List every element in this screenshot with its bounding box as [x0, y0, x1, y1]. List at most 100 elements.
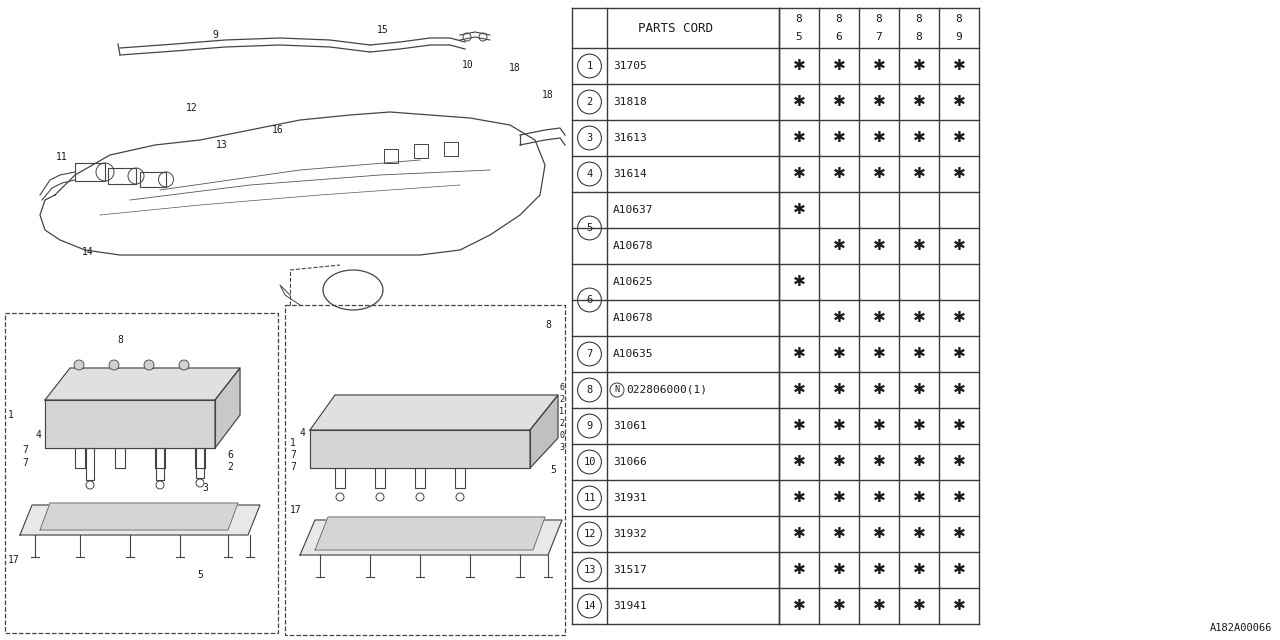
- Text: ✱: ✱: [792, 383, 805, 397]
- Text: ✱: ✱: [792, 454, 805, 470]
- Text: ✱: ✱: [832, 527, 845, 541]
- Text: ✱: ✱: [952, 563, 965, 577]
- Text: ✱: ✱: [952, 490, 965, 506]
- Text: A10678: A10678: [613, 241, 654, 251]
- Text: 31061: 31061: [613, 421, 646, 431]
- Text: ✱: ✱: [873, 166, 886, 182]
- Text: 8: 8: [956, 14, 963, 24]
- Text: 31614: 31614: [613, 169, 646, 179]
- Text: ✱: ✱: [952, 95, 965, 109]
- Text: 31932: 31932: [613, 529, 646, 539]
- Text: ✱: ✱: [913, 310, 925, 326]
- Text: 17: 17: [8, 555, 19, 565]
- Text: ✱: ✱: [913, 95, 925, 109]
- Bar: [108, 168, 136, 184]
- Bar: [444, 142, 458, 156]
- Text: 6: 6: [559, 383, 564, 392]
- Text: 8: 8: [915, 32, 923, 42]
- Text: 5: 5: [796, 32, 803, 42]
- Text: ✱: ✱: [873, 310, 886, 326]
- Text: 2: 2: [227, 462, 233, 472]
- Polygon shape: [215, 368, 241, 448]
- Text: 7: 7: [586, 349, 593, 359]
- Text: 6: 6: [836, 32, 842, 42]
- Text: ✱: ✱: [873, 239, 886, 253]
- Text: ✱: ✱: [873, 454, 886, 470]
- Text: ✱: ✱: [792, 58, 805, 74]
- Text: ✱: ✱: [832, 310, 845, 326]
- Text: 7: 7: [876, 32, 882, 42]
- Text: 5: 5: [586, 223, 593, 233]
- Text: ✱: ✱: [792, 166, 805, 182]
- Text: ✱: ✱: [913, 598, 925, 614]
- Text: 2: 2: [586, 97, 593, 107]
- Text: 8: 8: [876, 14, 882, 24]
- Text: 3: 3: [202, 483, 207, 493]
- Text: ✱: ✱: [913, 239, 925, 253]
- Text: ✱: ✱: [952, 58, 965, 74]
- Text: ✱: ✱: [913, 527, 925, 541]
- Text: 0: 0: [559, 431, 564, 440]
- Bar: [140, 172, 166, 187]
- Text: ✱: ✱: [952, 166, 965, 182]
- Text: ✱: ✱: [832, 383, 845, 397]
- Text: ✱: ✱: [913, 166, 925, 182]
- Text: ✱: ✱: [832, 131, 845, 145]
- Text: ✱: ✱: [913, 419, 925, 433]
- Text: ✱: ✱: [913, 131, 925, 145]
- Text: 6: 6: [227, 450, 233, 460]
- Text: 1: 1: [586, 61, 593, 71]
- Text: A10637: A10637: [613, 205, 654, 215]
- Circle shape: [109, 360, 119, 370]
- Text: 12: 12: [186, 103, 198, 113]
- Text: 31517: 31517: [613, 565, 646, 575]
- Text: ✱: ✱: [913, 490, 925, 506]
- Text: 11: 11: [56, 152, 68, 162]
- Text: ✱: ✱: [952, 383, 965, 397]
- Text: 14: 14: [584, 601, 595, 611]
- Text: ✱: ✱: [873, 563, 886, 577]
- Text: 15: 15: [378, 25, 389, 35]
- Text: A10678: A10678: [613, 313, 654, 323]
- Text: ✱: ✱: [873, 527, 886, 541]
- Text: 022806000(1): 022806000(1): [626, 385, 707, 395]
- Text: ✱: ✱: [952, 310, 965, 326]
- Text: 9: 9: [586, 421, 593, 431]
- Text: 4: 4: [35, 430, 41, 440]
- Text: N: N: [614, 385, 620, 394]
- Text: ✱: ✱: [792, 419, 805, 433]
- Text: 11: 11: [584, 493, 595, 503]
- Text: 6: 6: [586, 295, 593, 305]
- Text: ✱: ✱: [792, 95, 805, 109]
- Text: 9: 9: [956, 32, 963, 42]
- Text: ✱: ✱: [792, 131, 805, 145]
- Text: ✱: ✱: [873, 95, 886, 109]
- Text: ✱: ✱: [792, 202, 805, 218]
- Text: 8: 8: [796, 14, 803, 24]
- Text: 16: 16: [273, 125, 284, 135]
- Text: 31613: 31613: [613, 133, 646, 143]
- Text: 10: 10: [462, 60, 474, 70]
- Text: ✱: ✱: [832, 346, 845, 362]
- Circle shape: [179, 360, 189, 370]
- Text: 1: 1: [8, 410, 14, 420]
- Text: 31931: 31931: [613, 493, 646, 503]
- Text: 17: 17: [291, 505, 302, 515]
- Text: ✱: ✱: [832, 598, 845, 614]
- Text: 14: 14: [82, 247, 93, 257]
- Text: ✱: ✱: [873, 598, 886, 614]
- Text: ✱: ✱: [792, 563, 805, 577]
- Text: 1: 1: [559, 408, 564, 417]
- Text: ✱: ✱: [873, 58, 886, 74]
- Text: ✱: ✱: [832, 419, 845, 433]
- Text: ✱: ✱: [913, 383, 925, 397]
- Polygon shape: [45, 400, 215, 448]
- Text: 7: 7: [22, 445, 28, 455]
- Text: 7: 7: [22, 458, 28, 468]
- Circle shape: [143, 360, 154, 370]
- Text: 7: 7: [291, 462, 296, 472]
- Text: 4: 4: [586, 169, 593, 179]
- Text: 8: 8: [116, 335, 123, 345]
- Text: ✱: ✱: [873, 383, 886, 397]
- Text: 13: 13: [584, 565, 595, 575]
